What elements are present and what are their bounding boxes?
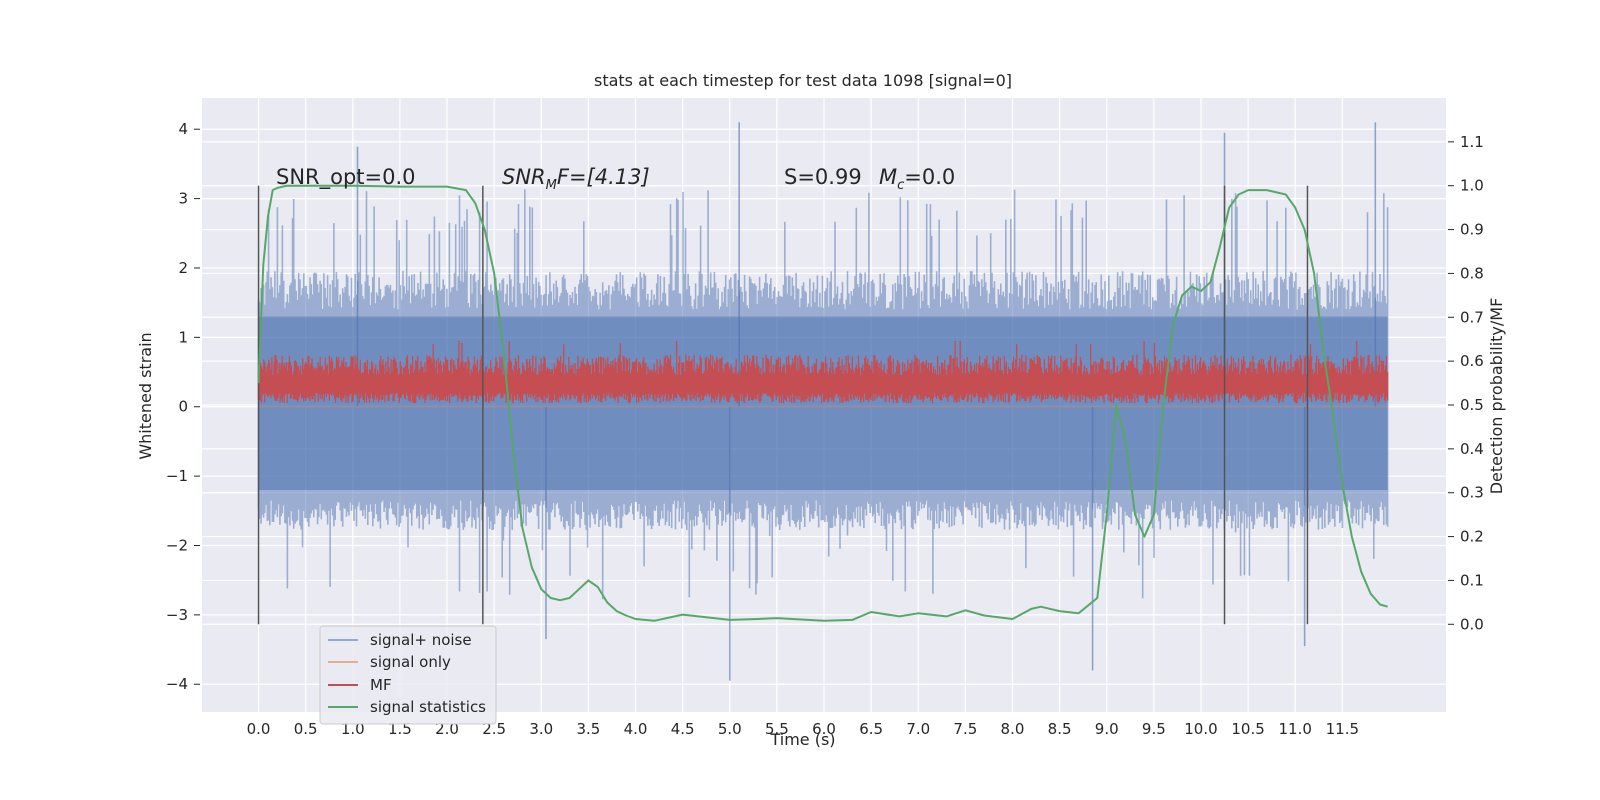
- y-tick-label: 1: [178, 328, 188, 346]
- y-tick-label: 3: [178, 190, 188, 208]
- x-tick-label: 4.0: [624, 720, 648, 738]
- x-tick-label: 5.0: [718, 720, 742, 738]
- y-tick-label: −3: [166, 606, 188, 624]
- x-tick-label: 4.5: [671, 720, 695, 738]
- annotation-snr-opt: SNR_opt=0.0: [276, 165, 416, 190]
- y-right-tick-label: 0.1: [1460, 571, 1484, 589]
- annotations: SNR_opt=0.0 SNRMF=[4.13] S=0.99 Mc=0.0: [276, 165, 955, 193]
- annotation-s: S=0.99: [784, 165, 862, 189]
- y-right-tick-label: 0.0: [1460, 615, 1484, 633]
- annotation-snr-mf: SNRMF=[4.13]: [502, 165, 650, 193]
- y-right-tick-label: 0.6: [1460, 352, 1484, 370]
- y-right-tick-label: 0.3: [1460, 484, 1484, 502]
- y-tick-label: 4: [178, 120, 188, 138]
- x-tick-label: 6.5: [859, 720, 883, 738]
- x-tick-label: 9.5: [1142, 720, 1166, 738]
- x-tick-label: 3.0: [529, 720, 553, 738]
- x-tick-label: 10.5: [1231, 720, 1264, 738]
- x-tick-label: 10.0: [1184, 720, 1217, 738]
- annotation-mc: Mc=0.0: [879, 165, 955, 193]
- y-right-tick-label: 0.5: [1460, 396, 1484, 414]
- x-tick-label: 9.0: [1095, 720, 1119, 738]
- legend-label-signal-noise: signal+ noise: [370, 631, 472, 649]
- y-tick-label: 0: [178, 398, 188, 416]
- legend-label-signal-only: signal only: [370, 653, 451, 671]
- legend-label-mf: MF: [370, 676, 392, 694]
- y-right-tick-label: 0.7: [1460, 308, 1484, 326]
- y-right-tick-label: 0.9: [1460, 221, 1484, 239]
- y-right-tick-label: 1.0: [1460, 177, 1484, 195]
- x-tick-label: 11.0: [1279, 720, 1312, 738]
- y-right-tick-label: 0.4: [1460, 440, 1484, 458]
- signal-statistics-series: [257, 184, 1388, 622]
- signal-noise-series: [257, 122, 1389, 681]
- y-tick-label: −1: [166, 467, 188, 485]
- y-axis-right-ticks: 1.1 1.0 0.9 0.8 0.7 0.6 0.5 0.4 0.3 0.2 0.1 0.0: [1448, 133, 1484, 633]
- x-tick-label: 8.0: [1001, 720, 1025, 738]
- legend: signal+ noise signal only MF signal stat…: [319, 625, 497, 725]
- chart-title: stats at each timestep for test data 109…: [594, 71, 1012, 90]
- vertical-markers: [257, 185, 1309, 625]
- y-right-tick-label: 1.1: [1460, 133, 1484, 151]
- y-tick-label: −2: [166, 536, 188, 554]
- annotation-mc-sub: c: [897, 178, 904, 193]
- annotation-snr-mf-tail: F=[4.13]: [557, 165, 650, 189]
- x-tick-label: 11.5: [1326, 720, 1359, 738]
- y-tick-label: −4: [166, 675, 188, 693]
- x-tick-label: 5.5: [765, 720, 789, 738]
- x-tick-label: 7.0: [906, 720, 930, 738]
- x-tick-label: 8.5: [1048, 720, 1072, 738]
- y-tick-label: 2: [178, 259, 188, 277]
- annotation-snr-mf-main: SNR: [502, 165, 546, 189]
- y-right-tick-label: 0.8: [1460, 264, 1484, 282]
- x-axis-label: Time (s): [769, 730, 835, 749]
- x-tick-label: 6.0: [812, 720, 836, 738]
- x-tick-label: 3.5: [576, 720, 600, 738]
- signal-statistics-line: [257, 184, 1388, 622]
- legend-box: [319, 625, 497, 725]
- x-tick-label: 0.0: [247, 720, 271, 738]
- x-tick-label: 7.5: [953, 720, 977, 738]
- annotation-mc-tail: =0.0: [904, 165, 955, 189]
- x-tick-label: 0.5: [294, 720, 318, 738]
- annotation-snr-mf-sub: M: [546, 178, 557, 193]
- y-axis-ticks: 4 3 2 1 0 −1 −2 −3 −4: [166, 120, 200, 693]
- annotation-mc-main: M: [879, 165, 897, 189]
- y-axis-right-label: Detection probability/MF: [1487, 298, 1506, 495]
- legend-label-signal-statistics: signal statistics: [370, 698, 486, 716]
- y-right-tick-label: 0.2: [1460, 528, 1484, 546]
- y-axis-label: Whitened strain: [136, 332, 155, 459]
